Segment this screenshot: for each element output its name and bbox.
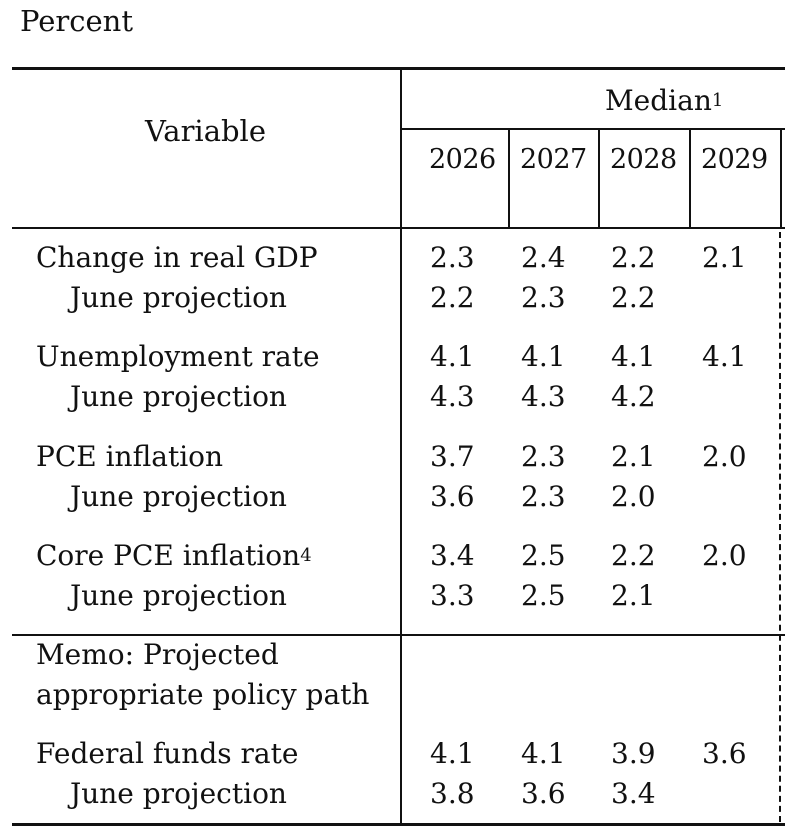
year-header: 2028: [610, 144, 677, 175]
table-cell: 2.0: [702, 440, 747, 473]
table-cell: 2.2: [611, 539, 656, 572]
year-header: 2029: [701, 144, 768, 175]
table-cell: 3.9: [611, 737, 656, 770]
dashed-divider: [779, 232, 781, 822]
table-cell: 2.2: [430, 281, 475, 314]
table-cell: 4.1: [521, 340, 566, 373]
variable-header: Variable: [145, 114, 266, 148]
year-divider: [689, 128, 691, 228]
table-cell: 2.3: [521, 440, 566, 473]
table-cell: 2.2: [611, 241, 656, 274]
year-header: 2026: [429, 144, 496, 175]
table-cell: 2.5: [521, 539, 566, 572]
header-bottom-rule: [12, 227, 785, 229]
median-footnote: 1: [711, 90, 724, 111]
row-label: Core PCE inflation4: [36, 539, 312, 572]
table-cell: 4.1: [430, 737, 475, 770]
table-cell: 3.6: [521, 777, 566, 810]
row-label: Unemployment rate: [36, 340, 320, 373]
table-cell: 2.0: [611, 480, 656, 513]
table-cell: 4.1: [611, 340, 656, 373]
year-divider: [508, 128, 510, 228]
table-cell: 2.3: [430, 241, 475, 274]
table-cell: 2.2: [611, 281, 656, 314]
table-cell: 3.7: [430, 440, 475, 473]
year-header: 2027: [520, 144, 587, 175]
table-cell: 3.8: [430, 777, 475, 810]
table-cell: 3.6: [702, 737, 747, 770]
table-cell: 2.5: [521, 579, 566, 612]
table-cell: 4.1: [702, 340, 747, 373]
row-label: Change in real GDP: [36, 241, 318, 274]
row-label: PCE inflation: [36, 440, 224, 473]
row-footnote: 4: [300, 545, 312, 566]
header-subrule: [401, 128, 785, 130]
table-caption: Percent: [20, 4, 133, 38]
row-label: June projection: [70, 777, 287, 810]
bottom-rule: [12, 823, 785, 826]
row-label: June projection: [70, 380, 287, 413]
row-label: June projection: [70, 480, 287, 513]
table-cell: 3.4: [611, 777, 656, 810]
table-cell: 2.1: [702, 241, 747, 274]
table-cell: 3.3: [430, 579, 475, 612]
table-cell: 4.2: [611, 380, 656, 413]
table-cell: 2.3: [521, 480, 566, 513]
median-header: Median1: [605, 84, 724, 117]
memo-heading: appropriate policy path: [36, 678, 370, 711]
table-cell: 2.3: [521, 281, 566, 314]
row-label: Federal funds rate: [36, 737, 299, 770]
memo-rule: [12, 634, 785, 636]
row-label: June projection: [70, 579, 287, 612]
row-label: June projection: [70, 281, 287, 314]
memo-heading: Memo: Projected: [36, 638, 279, 671]
table-cell: 2.1: [611, 440, 656, 473]
top-rule: [12, 67, 785, 70]
year-divider: [598, 128, 600, 228]
table-cell: 2.1: [611, 579, 656, 612]
variable-column-divider: [400, 67, 402, 826]
table-cell: 3.4: [430, 539, 475, 572]
table-cell: 4.1: [521, 737, 566, 770]
table-cell: 3.6: [430, 480, 475, 513]
table-cell: 2.0: [702, 539, 747, 572]
table-cell: 2.4: [521, 241, 566, 274]
table-cell: 4.3: [521, 380, 566, 413]
table-cell: 4.1: [430, 340, 475, 373]
table-cell: 4.3: [430, 380, 475, 413]
year-divider: [780, 128, 782, 228]
